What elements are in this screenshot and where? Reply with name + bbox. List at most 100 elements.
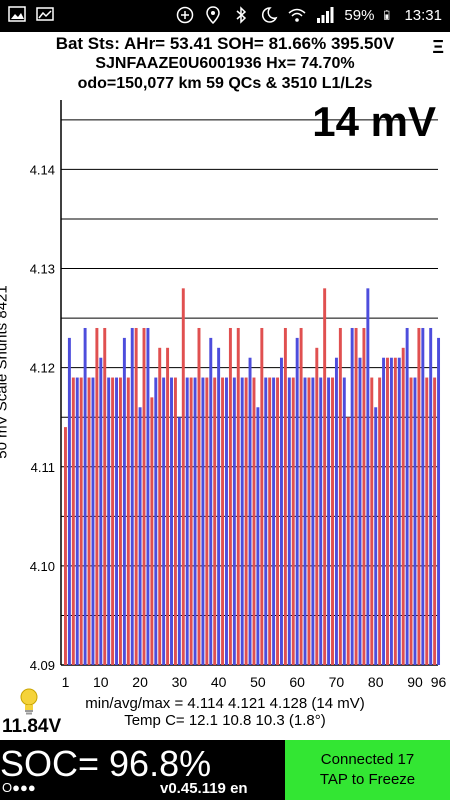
wifi-icon: [288, 8, 306, 22]
cell-bar: [115, 377, 118, 665]
cell-bar: [181, 288, 185, 665]
cell-bar: [118, 377, 122, 665]
cell-bar: [393, 357, 397, 665]
cell-bar: [71, 377, 75, 665]
cell-bar: [307, 377, 311, 665]
y-tick-label: 4.14: [30, 162, 55, 177]
cell-bar: [283, 327, 287, 665]
cell-bar: [209, 337, 213, 665]
temperature-readout: Temp C= 12.1 10.8 10.3 (1.8°): [124, 712, 326, 729]
x-tick-label: 1: [62, 674, 70, 690]
freeze-button[interactable]: Connected 17 TAP to Freeze: [285, 740, 450, 800]
battery-icon: [384, 10, 390, 20]
cell-bar: [350, 327, 354, 665]
cell-bar: [185, 377, 189, 665]
cell-bar: [287, 377, 291, 665]
cell-bar: [111, 377, 115, 665]
cell-voltage-chart[interactable]: 4.09 4.10 4.11 4.12 4.13 4.14 1 10 20 30 40 50 60 70 8…: [0, 0, 450, 710]
cell-bar: [232, 377, 236, 665]
cell-bar: [67, 337, 71, 665]
y-tick-label: 4.11: [31, 460, 55, 475]
cell-bar: [252, 377, 256, 665]
cell-bar: [437, 337, 441, 665]
cell-bar: [331, 377, 334, 665]
cell-bar: [311, 377, 315, 665]
cell-bar: [225, 377, 228, 665]
cell-bar: [107, 377, 111, 665]
cell-bar: [374, 407, 378, 665]
cell-bar: [228, 327, 232, 665]
cell-bar: [342, 377, 346, 665]
x-tick-label: 50: [250, 674, 266, 690]
cell-bar: [87, 377, 91, 665]
cell-bar: [405, 327, 409, 665]
bluetooth-icon: [236, 6, 247, 24]
cell-bar: [315, 347, 319, 665]
clock: 13:31: [404, 6, 442, 24]
plus-circle-icon: [177, 6, 194, 24]
cell-bar: [91, 377, 95, 665]
x-tick-label: 70: [329, 674, 345, 690]
signal-icon: [317, 7, 334, 23]
x-tick-label: 30: [172, 674, 188, 690]
cell-bar: [173, 377, 177, 665]
cell-bar: [409, 377, 413, 665]
y-tick-label: 4.12: [30, 361, 55, 376]
cell-bar: [382, 357, 386, 665]
connection-status: Connected 17: [320, 751, 415, 768]
cell-bar: [213, 377, 217, 665]
status-bar: 59% 13:31: [0, 0, 450, 32]
cell-bar: [397, 357, 401, 665]
x-tick-label: 40: [211, 674, 227, 690]
cell-bar: [142, 327, 146, 665]
cell-bar: [64, 427, 67, 665]
cell-bar: [433, 377, 437, 665]
cell-bar: [303, 377, 307, 665]
y-tick-label: 4.09: [30, 658, 55, 673]
battery-percent: 59%: [344, 6, 375, 24]
photo-icon: [8, 6, 26, 22]
y-tick-label: 4.10: [30, 559, 55, 574]
x-tick-label: 60: [289, 674, 305, 690]
soc-readout: SOC= 96.8%: [0, 743, 212, 784]
cell-bar: [421, 327, 425, 665]
cell-bar: [146, 327, 150, 665]
cell-bar: [417, 327, 421, 665]
cell-bar: [134, 327, 138, 665]
cell-bar: [338, 327, 342, 665]
x-tick-label: 10: [93, 674, 109, 690]
cell-bar: [95, 327, 99, 665]
cell-bar: [256, 407, 260, 665]
cell-bar: [217, 347, 221, 665]
cell-bar: [130, 327, 134, 665]
battery-status-header: Bat Sts: AHr= 53.41 SOH= 81.66% 395.50V …: [0, 32, 450, 94]
cell-bar: [401, 347, 405, 665]
lightbulb-icon[interactable]: [18, 688, 40, 716]
cell-bar: [103, 327, 107, 665]
cell-bar: [358, 357, 362, 665]
x-tick-label: 96: [431, 674, 447, 690]
cell-bar: [268, 377, 272, 665]
version-label: v0.45.119 en: [160, 780, 248, 797]
aux-battery-voltage: 11.84V: [2, 716, 62, 737]
cell-bar: [429, 327, 433, 665]
cell-bar: [240, 377, 244, 665]
cell-bar: [138, 407, 142, 665]
cell-bar: [272, 377, 276, 665]
more-menu-icon[interactable]: Ξ: [432, 37, 444, 57]
cell-bar: [323, 288, 327, 665]
cell-bar: [389, 357, 393, 665]
cell-bar: [276, 377, 280, 665]
cell-bar: [99, 357, 103, 665]
cell-bar: [346, 417, 350, 665]
cell-bar: [154, 377, 158, 665]
odometer-line: odo=150,077 km 59 QCs & 3510 L1/L2s: [77, 75, 373, 92]
cell-bar: [386, 357, 389, 665]
cell-bar: [189, 377, 193, 665]
cell-bar: [291, 377, 295, 665]
min-avg-max: min/avg/max = 4.114 4.121 4.128 (14 mV): [85, 695, 365, 712]
cell-bar: [150, 397, 154, 665]
cell-bar: [354, 327, 358, 665]
cell-bar: [378, 377, 382, 665]
x-tick-label: 90: [407, 674, 423, 690]
